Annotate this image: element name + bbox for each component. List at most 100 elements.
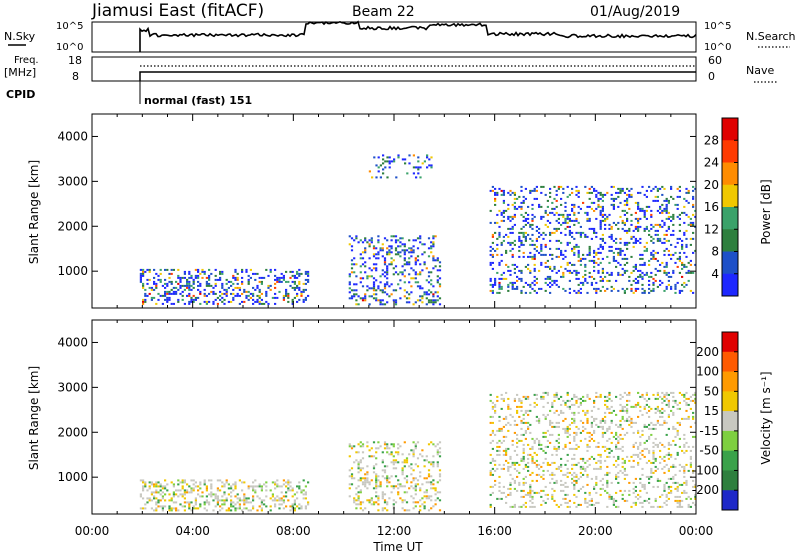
heatmap-cell	[377, 253, 380, 256]
heatmap-cell	[502, 397, 505, 400]
heatmap-cell	[150, 288, 153, 291]
heatmap-cell	[148, 499, 151, 502]
heatmap-cell	[438, 475, 442, 478]
heatmap-cell	[430, 495, 433, 498]
heatmap-cell	[529, 251, 532, 254]
heatmap-cell	[667, 443, 670, 446]
heatmap-cell	[562, 399, 565, 402]
heatmap-cell	[531, 257, 534, 260]
heatmap-cell	[557, 467, 560, 470]
heatmap-cell	[414, 273, 417, 276]
heatmap-cell	[505, 209, 508, 212]
heatmap-cell	[593, 259, 596, 262]
heatmap-cell	[505, 277, 508, 280]
heatmap-cell	[522, 251, 525, 254]
heatmap-cell	[535, 479, 538, 482]
heatmap-cell	[403, 509, 406, 512]
heatmap-cell	[597, 425, 600, 428]
heatmap-cell	[397, 491, 400, 494]
heatmap-cell	[617, 271, 620, 274]
heatmap-cell	[416, 479, 420, 482]
heatmap-cell	[150, 286, 153, 289]
heatmap-cell	[628, 189, 631, 192]
heatmap-cell	[659, 505, 662, 508]
heatmap-cell	[410, 463, 413, 466]
heatmap-cell	[168, 292, 171, 295]
heatmap-cell	[394, 467, 398, 470]
heatmap-cell	[511, 215, 514, 218]
heatmap-cell	[685, 491, 688, 494]
heatmap-cell	[408, 465, 411, 468]
heatmap-cell	[414, 501, 417, 504]
heatmap-cell	[390, 293, 393, 296]
heatmap-cell	[678, 463, 681, 466]
heatmap-cell	[509, 473, 512, 476]
heatmap-cell	[179, 489, 182, 492]
heatmap-cell	[643, 289, 646, 292]
heatmap-cell	[648, 501, 651, 504]
heatmap-cell	[375, 475, 378, 478]
heatmap-cell	[386, 503, 389, 506]
heatmap-cell	[621, 417, 624, 420]
heatmap-cell	[258, 276, 261, 279]
heatmap-cell	[637, 455, 640, 458]
heatmap-cell	[498, 419, 501, 422]
heatmap-cell	[350, 263, 354, 266]
heatmap-cell	[296, 505, 299, 508]
heatmap-cell	[494, 187, 497, 190]
heatmap-cell	[571, 467, 574, 470]
heatmap-cell	[626, 219, 629, 222]
heatmap-cell	[397, 283, 400, 286]
heatmap-cell	[648, 279, 651, 282]
heatmap-cell	[606, 395, 609, 398]
heatmap-cell	[544, 265, 547, 268]
heatmap-cell	[575, 399, 578, 402]
heatmap-cell	[573, 403, 576, 406]
heatmap-cell	[676, 453, 679, 456]
heatmap-cell	[584, 413, 587, 416]
heatmap-cell	[216, 495, 219, 498]
heatmap-cell	[364, 237, 367, 240]
heatmap-cell	[203, 270, 206, 273]
heatmap-cell	[296, 292, 299, 295]
heatmap-cell	[606, 481, 609, 484]
heatmap-cell	[615, 197, 618, 200]
heatmap-cell	[643, 441, 646, 444]
heatmap-cell	[562, 253, 565, 256]
heatmap-cell	[403, 465, 406, 468]
heatmap-cell	[617, 251, 620, 254]
heatmap-cell	[601, 433, 604, 436]
heatmap-cell	[641, 209, 644, 212]
heatmap-cell	[678, 195, 681, 198]
heatmap-cell	[694, 493, 697, 496]
heatmap-cell	[370, 503, 373, 506]
heatmap-cell	[692, 221, 695, 224]
heatmap-cell	[412, 239, 415, 242]
heatmap-cell	[582, 473, 585, 476]
heatmap-cell	[201, 495, 204, 498]
heatmap-cell	[582, 429, 585, 432]
heatmap-cell	[516, 433, 519, 436]
heatmap-cell	[626, 193, 629, 196]
heatmap-cell	[375, 485, 378, 488]
heatmap-cell	[667, 491, 670, 494]
heatmap-cell	[661, 185, 664, 188]
heatmap-cell	[546, 265, 549, 268]
heatmap-cell	[368, 481, 371, 484]
freq-tick-top: 18	[68, 54, 82, 67]
heatmap-cell	[370, 295, 373, 298]
heatmap-cell	[496, 221, 499, 224]
heatmap-cell	[139, 268, 142, 271]
heatmap-cell	[590, 425, 593, 428]
heatmap-cell	[650, 407, 653, 410]
heatmap-cell	[375, 247, 378, 250]
heatmap-cell	[247, 497, 250, 500]
heatmap-cell	[425, 497, 428, 500]
heatmap-cell	[401, 158, 404, 161]
heatmap-cell	[359, 489, 362, 492]
heatmap-cell	[659, 411, 662, 414]
heatmap-cell	[529, 237, 532, 240]
heatmap-cell	[676, 499, 679, 502]
heatmap-cell	[416, 237, 420, 240]
heatmap-cell	[573, 419, 576, 422]
